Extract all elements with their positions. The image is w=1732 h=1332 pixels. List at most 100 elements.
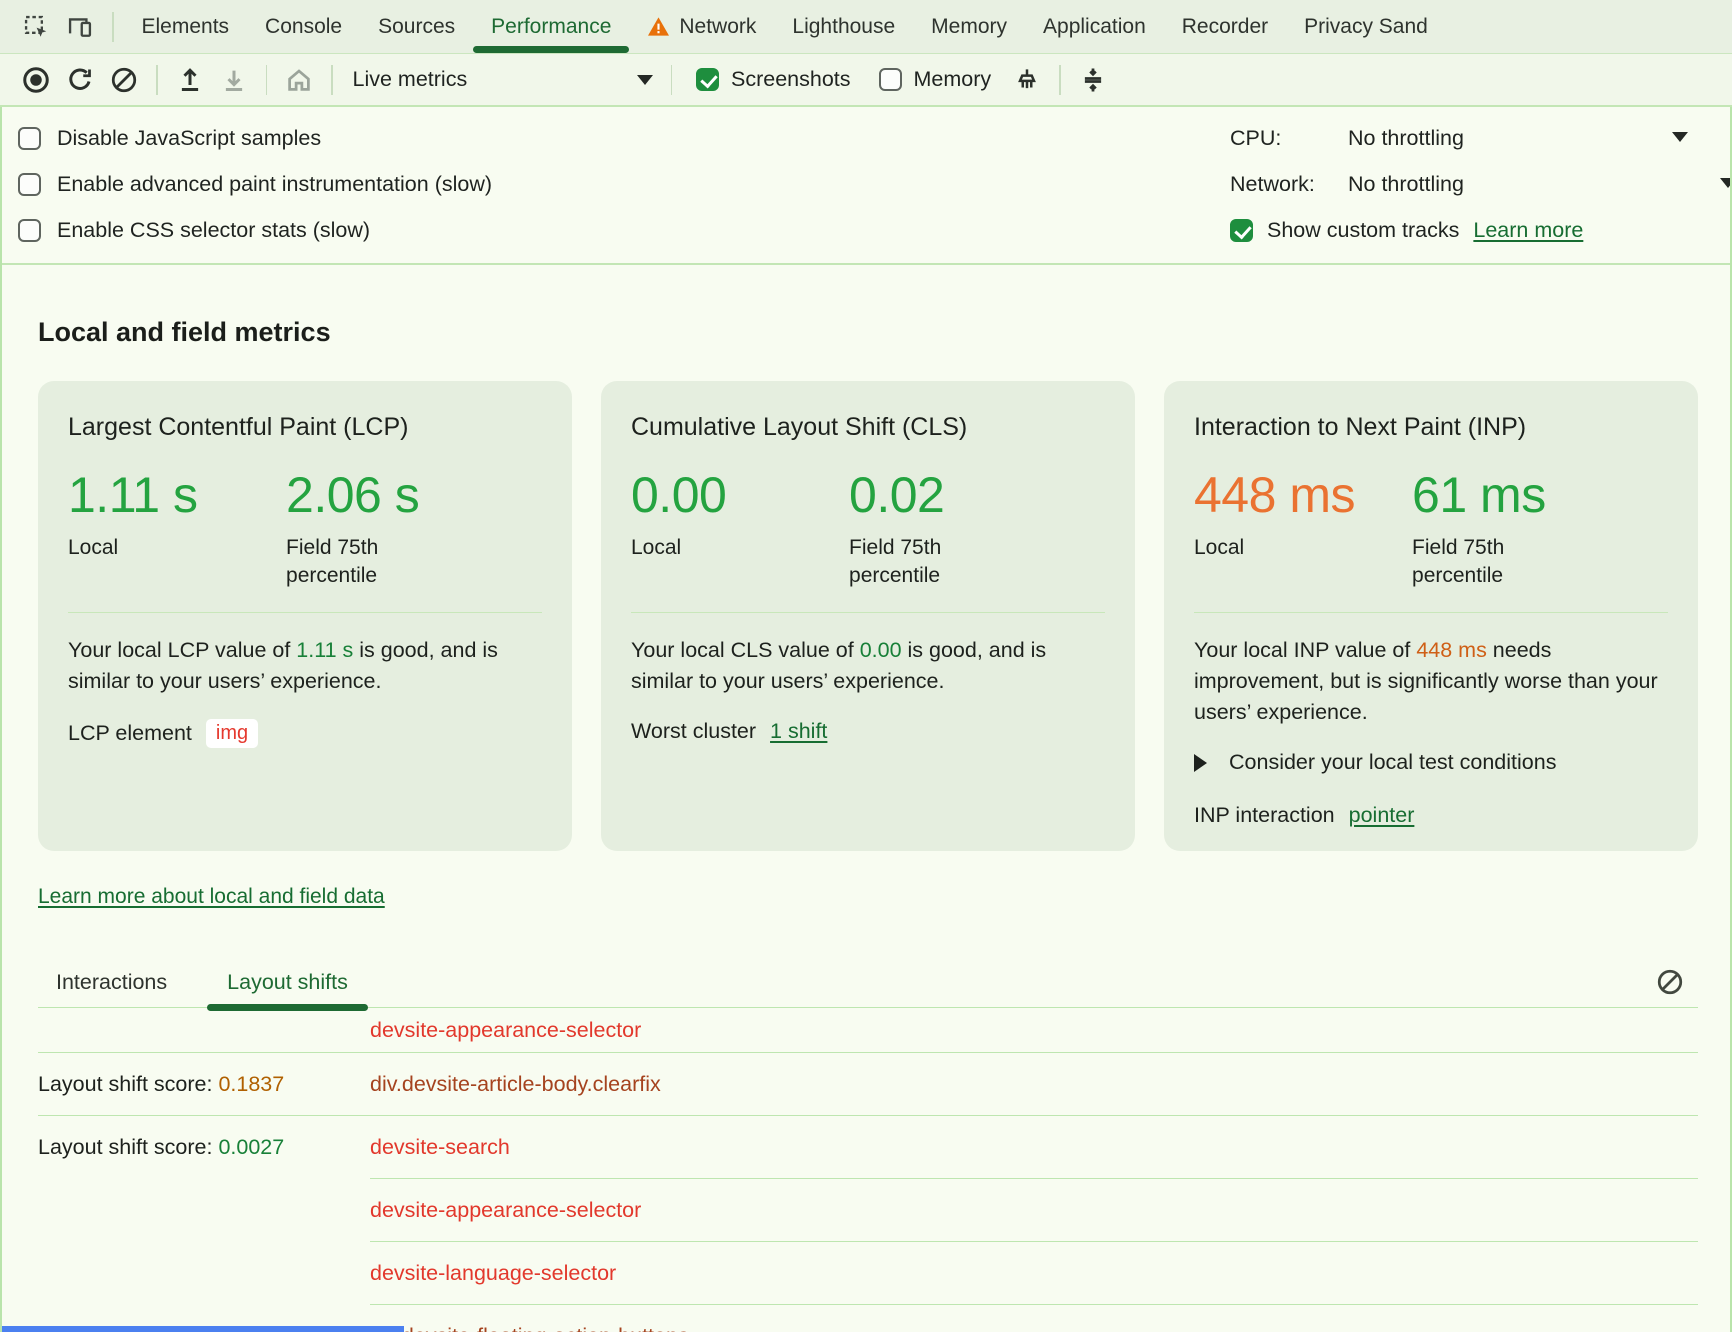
collect-garbage-icon — [1012, 65, 1042, 95]
css-selector-stats-checkbox[interactable]: Enable CSS selector stats (slow) — [18, 207, 492, 253]
divider — [38, 1007, 1698, 1008]
cls-field-value: 0.02 — [849, 467, 945, 523]
lcp-element-label: LCP element — [68, 721, 192, 745]
dropdown-caret-icon — [636, 74, 653, 85]
node-link[interactable]: devsite-language-selector — [370, 1260, 617, 1285]
local-label: Local — [1194, 536, 1245, 559]
record-button[interactable] — [14, 58, 58, 102]
layout-shift-row[interactable]: Layout shift score: 0.1837 div.devsite-a… — [38, 1071, 661, 1096]
clear-log-button[interactable] — [1650, 962, 1690, 1002]
local-label: Local — [68, 536, 119, 559]
worst-cluster-label: Worst cluster — [631, 719, 757, 743]
tab-interactions[interactable]: Interactions — [56, 969, 168, 994]
cls-local-value: 0.00 — [631, 467, 727, 523]
divider — [331, 64, 333, 95]
dropdown-caret-icon[interactable] — [1672, 132, 1688, 142]
capture-settings: Disable JavaScript samples Enable advanc… — [2, 107, 1730, 265]
panel-mode-select[interactable]: Live metrics — [353, 67, 653, 92]
tab-network[interactable]: Network — [629, 0, 774, 53]
divider — [38, 1115, 1698, 1116]
inspect-button[interactable] — [14, 5, 58, 49]
tab-performance[interactable]: Performance — [473, 0, 630, 53]
field-label: Field 75th percentile — [286, 536, 379, 587]
tab-lighthouse[interactable]: Lighthouse — [792, 14, 896, 38]
divider — [1194, 612, 1668, 613]
record-and-reload-button[interactable] — [58, 58, 102, 102]
node-link[interactable]: devsite-appearance-selector — [370, 1197, 642, 1222]
node-link[interactable]: devsite-appearance-selector — [370, 1017, 642, 1042]
metric-card-lcp: Largest Contentful Paint (LCP) 1.11 s Lo… — [38, 381, 572, 851]
inp-description: Your local INP value of 448 ms needs imp… — [1194, 638, 1658, 724]
screenshots-checkbox[interactable]: Screenshots — [696, 67, 851, 92]
collect-garbage-button[interactable] — [1005, 58, 1049, 102]
lcp-local-value: 1.11 s — [68, 467, 198, 523]
layout-shift-row[interactable]: devsite-language-selector — [2, 1242, 1730, 1304]
checkbox-unchecked-icon — [878, 68, 902, 91]
inp-interaction-label: INP interaction — [1194, 803, 1335, 827]
tab-memory[interactable]: Memory — [931, 14, 1008, 38]
layout-shift-row[interactable]: Layout shift score: 0.0027 devsite-searc… — [38, 1134, 510, 1159]
divider — [38, 1052, 1698, 1053]
capture-settings-left: Disable JavaScript samples Enable advanc… — [2, 115, 492, 253]
divider — [68, 612, 542, 613]
local-label: Local — [631, 536, 682, 559]
performance-panel-body: Disable JavaScript samples Enable advanc… — [0, 107, 1732, 1332]
home-button[interactable] — [277, 58, 321, 102]
divider — [370, 1178, 1698, 1179]
local-test-conditions-expander[interactable]: Consider your local test conditions — [1194, 750, 1668, 775]
custom-tracks-checkbox[interactable] — [1230, 218, 1253, 242]
performance-toolbar: Live metrics Screenshots Memory — [0, 54, 1732, 107]
divider — [631, 612, 1105, 613]
node-link[interactable]: div.devsite-article-body.clearfix — [370, 1071, 661, 1096]
tab-recorder[interactable]: Recorder — [1181, 14, 1269, 38]
device-toolbar-button[interactable] — [58, 5, 102, 49]
lcp-description: Your local LCP value of 1.11 s is good, … — [68, 638, 498, 693]
advanced-paint-instrumentation-checkbox[interactable]: Enable advanced paint instrumentation (s… — [18, 161, 492, 207]
metric-cards: Largest Contentful Paint (LCP) 1.11 s Lo… — [38, 381, 1698, 851]
block-icon — [1655, 967, 1685, 997]
checkbox-checked-icon — [696, 68, 719, 91]
cpu-throttling-select[interactable]: No throttling — [1348, 125, 1464, 150]
divider — [370, 1241, 1698, 1242]
worst-cluster-link[interactable]: 1 shift — [770, 719, 828, 743]
tab-elements[interactable]: Elements — [141, 14, 230, 38]
tab-privacy-sandbox[interactable]: Privacy Sand — [1304, 14, 1428, 38]
clear-button[interactable] — [102, 58, 146, 102]
divider — [156, 64, 158, 95]
node-link[interactable]: devsite-search — [370, 1134, 510, 1159]
download-profile-button[interactable] — [212, 58, 256, 102]
local-field-data-learn-more-link[interactable]: Learn more about local and field data — [38, 885, 385, 908]
layout-shift-row[interactable]: devsite-appearance-selector — [2, 1008, 1730, 1052]
collapse-live-metrics-button[interactable] — [1071, 58, 1115, 102]
custom-tracks-learn-more-link[interactable]: Learn more — [1473, 217, 1584, 242]
divider — [265, 64, 267, 95]
card-title: Interaction to Next Paint (INP) — [1194, 413, 1527, 441]
metric-card-inp: Interaction to Next Paint (INP) 448 ms L… — [1164, 381, 1698, 851]
tab-layout-shifts[interactable]: Layout shifts — [207, 957, 368, 1011]
tab-application[interactable]: Application — [1043, 14, 1146, 38]
inspect-icon — [22, 13, 50, 41]
field-label: Field 75th percentile — [1412, 536, 1505, 587]
lcp-element-node-link[interactable]: img — [205, 719, 259, 748]
memory-checkbox[interactable]: Memory — [878, 67, 991, 92]
dropdown-caret-icon[interactable] — [1720, 178, 1730, 188]
layout-shift-row[interactable]: devsite-appearance-selector — [2, 1179, 1730, 1241]
node-link[interactable]: div.devsite-floating-action-buttons — [370, 1324, 689, 1332]
metric-card-cls: Cumulative Layout Shift (CLS) 0.00 Local… — [601, 381, 1135, 851]
network-throttling-select[interactable]: No throttling — [1348, 171, 1464, 196]
tab-sources[interactable]: Sources — [378, 14, 456, 38]
lcp-field-value: 2.06 s — [286, 467, 420, 523]
field-label: Field 75th percentile — [849, 536, 942, 587]
cls-description: Your local CLS value of 0.00 is good, an… — [631, 638, 1047, 693]
checkbox-unchecked-icon — [18, 126, 41, 150]
inp-interaction-link[interactable]: pointer — [1348, 803, 1415, 827]
disable-js-samples-checkbox[interactable]: Disable JavaScript samples — [18, 115, 492, 161]
upload-profile-button[interactable] — [168, 58, 212, 102]
network-throttling-row: Network: No throttling — [1230, 161, 1730, 207]
layout-shift-row[interactable]: div.devsite-floating-action-buttons — [2, 1305, 1730, 1332]
inp-field-value: 61 ms — [1412, 467, 1546, 523]
home-icon — [284, 65, 314, 95]
tab-console[interactable]: Console — [265, 14, 343, 38]
shift-score-value: 0.0027 — [218, 1134, 285, 1159]
